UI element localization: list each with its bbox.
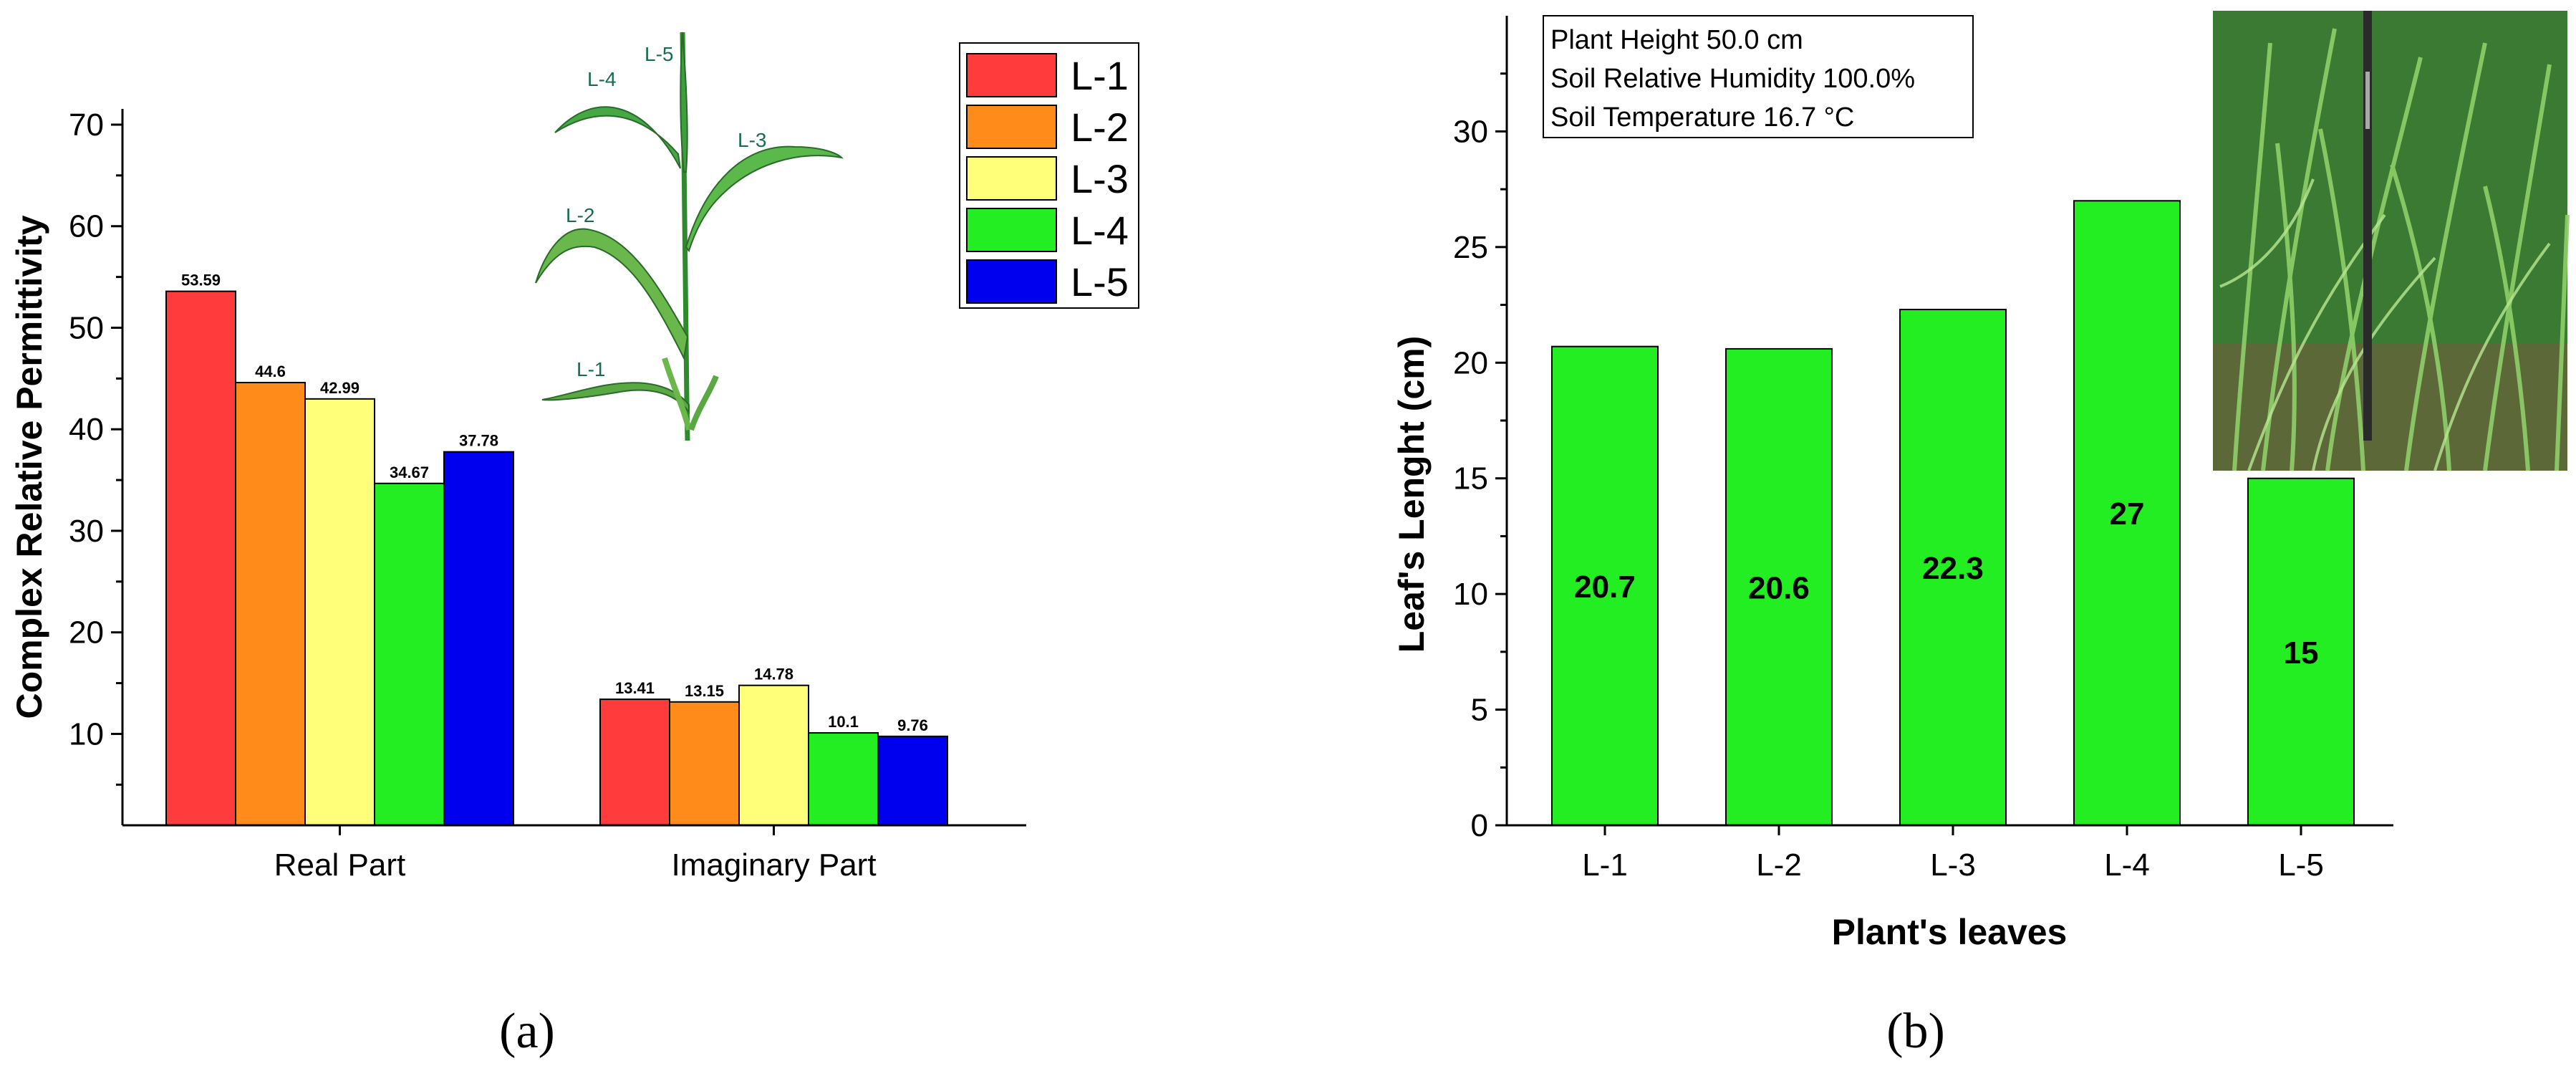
chart-b-x-ticks: L-1 L-2 L-3 L-4 L-5 bbox=[1582, 825, 2324, 883]
chart-a-y-tick-label: 20 bbox=[69, 615, 104, 650]
legend-swatch-l-5 bbox=[966, 259, 1057, 304]
legend-swatch-l-4 bbox=[966, 208, 1057, 252]
chart-a-value-label: 10.1 bbox=[828, 713, 859, 731]
chart-b-y-tick-label: 15 bbox=[1453, 461, 1488, 496]
chart-a-x-ticks: Real Part Imaginary Part bbox=[274, 825, 877, 883]
chart-b-y-tick-label: 20 bbox=[1453, 345, 1488, 380]
chart-a-value-label: 37.78 bbox=[459, 432, 498, 450]
chart-a-y-axis-title: Complex Relative Permittivity bbox=[9, 215, 49, 719]
chart-a-value-label: 13.15 bbox=[685, 682, 724, 700]
chart-a-y-tick-label: 40 bbox=[69, 412, 104, 447]
chart-b-bar-l-2 bbox=[1725, 347, 1833, 826]
chart-a-value-label: 53.59 bbox=[181, 272, 221, 289]
chart-b-value-label: 20.7 bbox=[1574, 570, 1636, 605]
chart-a-legend: L-1 L-2 L-3 L-4 L-5 bbox=[959, 42, 1139, 309]
chart-b-bar-l-1 bbox=[1551, 345, 1659, 826]
chart-b-value-label: 27 bbox=[2110, 496, 2145, 532]
chart-b-x-tick-label: L-4 bbox=[2104, 847, 2150, 883]
chart-b: 0 5 10 15 20 25 30 20.7 20.6 22.3 27 15 bbox=[1391, 11, 2570, 1059]
chart-b-value-label: 20.6 bbox=[1748, 570, 1810, 605]
legend-label-l-1: L-1 bbox=[1071, 53, 1129, 98]
chart-a-y-tick-label: 30 bbox=[69, 514, 104, 549]
chart-a-value-labels: 53.59 44.6 42.99 34.67 37.78 13.41 13.15 14.78 1… bbox=[181, 272, 928, 734]
chart-a-value-label: 13.41 bbox=[615, 679, 655, 697]
chart-a-value-label: 9.76 bbox=[897, 716, 928, 734]
plant-label-l4: L-4 bbox=[587, 68, 616, 90]
chart-b-y-tick-label: 10 bbox=[1453, 577, 1488, 612]
chart-b-x-tick-label: L-3 bbox=[1930, 847, 1976, 883]
chart-a-y-tick-label: 50 bbox=[69, 310, 104, 345]
chart-b-y-axis-title: Leaf's Lenght (cm) bbox=[1391, 336, 1432, 653]
chart-b-bar-l-3 bbox=[1899, 309, 2007, 826]
chart-a-bar-l-1 bbox=[599, 698, 670, 826]
chart-a-y-ticks: 10 20 30 40 50 60 70 bbox=[69, 107, 122, 786]
plant-label-l5: L-5 bbox=[645, 43, 673, 65]
info-soil-temperature: Soil Temperature 16.7 °C bbox=[1550, 102, 1854, 133]
chart-a-x-tick-label: Imaginary Part bbox=[671, 847, 876, 883]
chart-b-y-tick-label: 25 bbox=[1453, 230, 1488, 265]
chart-a-bar-l-5 bbox=[877, 735, 948, 827]
chart-a-value-label: 14.78 bbox=[754, 666, 793, 683]
chart-b-y-tick-label: 5 bbox=[1471, 693, 1488, 728]
chart-b-x-tick-label: L-5 bbox=[2278, 847, 2324, 883]
chart-b-value-labels: 20.7 20.6 22.3 27 15 bbox=[1574, 496, 2318, 671]
chart-a-bar-l-2 bbox=[235, 382, 306, 826]
legend-swatch-l-1 bbox=[966, 53, 1057, 97]
plant-label-l1: L-1 bbox=[577, 358, 605, 380]
chart-b-x-tick-label: L-1 bbox=[1582, 847, 1628, 883]
plant-label-l3: L-3 bbox=[738, 129, 766, 151]
chart-a-bar-l-3 bbox=[738, 684, 809, 826]
chart-b-value-label: 15 bbox=[2284, 635, 2319, 671]
plant-illustration: L-1 L-2 L-3 L-4 L-5 bbox=[535, 32, 844, 441]
chart-a-y-tick-label: 70 bbox=[69, 107, 104, 143]
chart-b-x-axis-title: Plant's leaves bbox=[1832, 912, 2068, 952]
plant-label-l2: L-2 bbox=[566, 204, 594, 226]
chart-b-y-tick-label: 30 bbox=[1453, 114, 1488, 149]
wheat-field-photo bbox=[2213, 11, 2570, 471]
panel-label-b: (b) bbox=[1886, 1004, 1945, 1059]
chart-a-value-label: 34.67 bbox=[390, 464, 429, 481]
legend-swatch-l-3 bbox=[966, 156, 1057, 201]
legend-label-l-5: L-5 bbox=[1071, 259, 1129, 304]
chart-b-value-label: 22.3 bbox=[1922, 551, 1984, 586]
chart-a-bar-l-2 bbox=[669, 701, 740, 826]
chart-b-info-box: Plant Height 50.0 cm Soil Relative Humid… bbox=[1543, 15, 1974, 138]
info-soil-humidity: Soil Relative Humidity 100.0% bbox=[1550, 64, 1915, 94]
legend-label-l-3: L-3 bbox=[1071, 156, 1129, 201]
chart-a-x-tick-label: Real Part bbox=[274, 847, 405, 883]
chart-a-bar-l-4 bbox=[374, 482, 445, 826]
legend-swatch-l-2 bbox=[966, 105, 1057, 149]
chart-b-bar-l-4 bbox=[2073, 200, 2181, 826]
legend-label-l-4: L-4 bbox=[1071, 208, 1129, 253]
info-plant-height: Plant Height 50.0 cm bbox=[1550, 25, 1803, 55]
chart-b-y-ticks: 0 5 10 15 20 25 30 bbox=[1453, 72, 1507, 843]
legend-label-l-2: L-2 bbox=[1071, 105, 1129, 150]
chart-a-y-tick-label: 60 bbox=[69, 209, 104, 244]
panel-label-a: (a) bbox=[499, 1004, 555, 1059]
chart-a-value-label: 42.99 bbox=[320, 379, 360, 397]
chart-b-x-tick-label: L-2 bbox=[1756, 847, 1802, 883]
chart-a-value-label: 44.6 bbox=[255, 362, 286, 380]
chart-b-bars bbox=[1551, 200, 2355, 826]
chart-a-bar-l-4 bbox=[808, 732, 879, 826]
chart-a-bar-l-3 bbox=[304, 398, 375, 826]
chart-a: 10 20 30 40 50 60 70 53.59 44.6 42.99 34.67 37.78 1… bbox=[9, 32, 1139, 1059]
chart-a-y-tick-label: 10 bbox=[69, 716, 104, 752]
chart-b-bar-l-5 bbox=[2247, 477, 2355, 826]
chart-a-bar-l-5 bbox=[443, 451, 514, 826]
chart-a-bar-l-1 bbox=[165, 290, 236, 826]
chart-a-bars bbox=[165, 290, 948, 827]
chart-b-y-tick-label: 0 bbox=[1471, 808, 1488, 843]
